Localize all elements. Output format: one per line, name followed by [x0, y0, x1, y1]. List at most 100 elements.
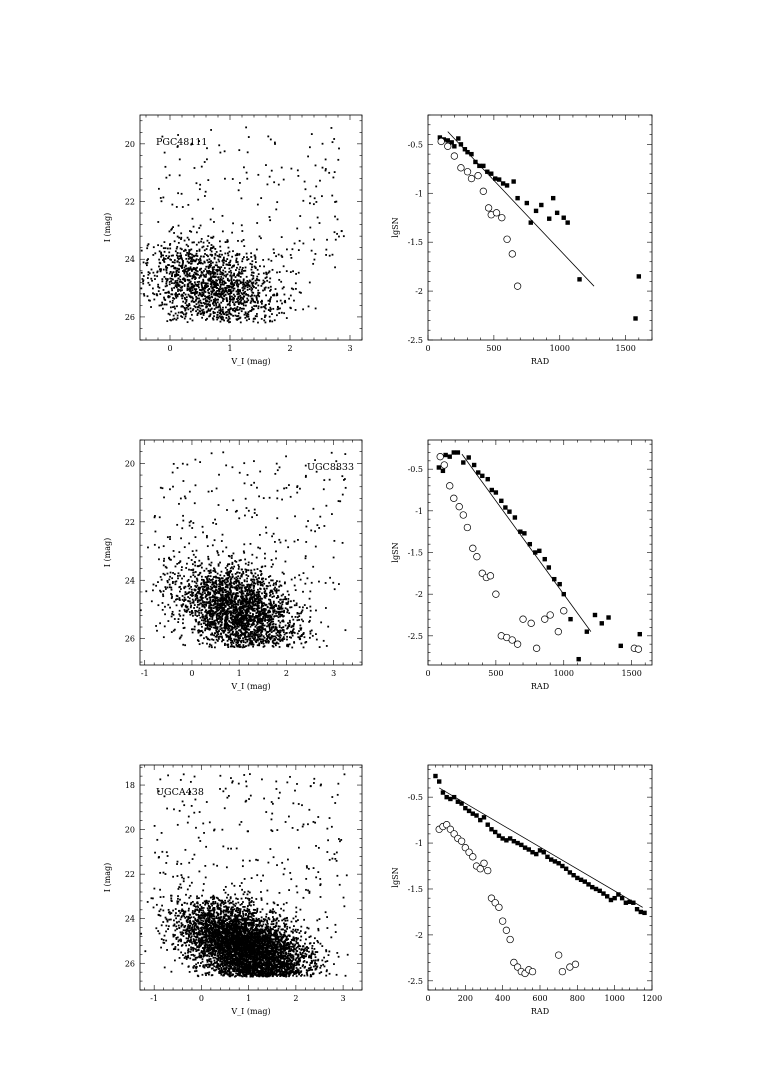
- data-point-square: [565, 220, 570, 225]
- star-point: [173, 297, 176, 300]
- star-point: [249, 601, 252, 604]
- star-point: [249, 642, 251, 644]
- star-point: [229, 292, 231, 295]
- star-point: [262, 604, 265, 607]
- star-point: [227, 635, 229, 637]
- star-point: [230, 298, 233, 301]
- star-point: [210, 290, 213, 293]
- star-point: [242, 298, 245, 300]
- star-point: [256, 222, 259, 224]
- star-point: [205, 581, 207, 584]
- star-point: [251, 602, 254, 605]
- star-point: [293, 299, 295, 302]
- star-point: [163, 625, 166, 628]
- star-point: [286, 590, 289, 593]
- star-point: [171, 293, 174, 296]
- star-point: [193, 288, 196, 291]
- star-point: [169, 538, 171, 541]
- star-point: [286, 645, 288, 647]
- star-point: [202, 601, 204, 604]
- star-point: [184, 264, 187, 267]
- star-point: [215, 269, 218, 271]
- star-point: [204, 610, 207, 613]
- star-point: [188, 584, 191, 587]
- star-point: [284, 624, 287, 627]
- x-axis-label: V_I (mag): [230, 357, 270, 366]
- star-point: [217, 604, 220, 607]
- star-point: [203, 617, 206, 620]
- star-point: [246, 611, 249, 614]
- plot-area: [140, 451, 347, 649]
- star-point: [191, 296, 194, 299]
- star-point: [265, 294, 268, 297]
- star-point: [237, 239, 239, 242]
- star-point: [219, 256, 222, 258]
- star-point: [225, 595, 228, 598]
- star-point: [212, 596, 215, 598]
- star-point: [231, 601, 234, 604]
- star-point: [193, 260, 196, 262]
- star-point: [162, 254, 165, 257]
- star-point: [253, 568, 256, 571]
- star-point: [171, 227, 173, 230]
- star-point: [236, 592, 239, 595]
- star-point: [176, 279, 179, 282]
- star-point: [249, 584, 252, 587]
- star-point: [335, 460, 338, 463]
- star-point: [163, 260, 165, 262]
- star-point: [212, 598, 215, 601]
- star-point: [282, 626, 285, 628]
- star-point: [233, 586, 236, 589]
- star-point: [218, 579, 220, 582]
- star-point: [243, 586, 246, 589]
- star-point: [244, 626, 246, 629]
- star-point: [213, 539, 216, 542]
- star-point: [225, 298, 228, 301]
- star-point: [331, 141, 334, 144]
- star-point: [190, 585, 193, 588]
- star-point: [277, 630, 280, 633]
- star-point: [259, 597, 262, 600]
- star-point: [199, 572, 201, 574]
- star-point: [245, 574, 248, 576]
- star-point: [210, 284, 213, 286]
- star-point: [251, 516, 254, 519]
- star-point: [199, 293, 202, 296]
- star-point: [209, 296, 211, 299]
- star-point: [201, 608, 204, 611]
- star-point: [128, 302, 130, 304]
- star-point: [232, 250, 234, 253]
- star-point: [250, 623, 253, 626]
- star-point: [168, 295, 171, 298]
- star-point: [210, 490, 213, 493]
- star-point: [236, 630, 238, 633]
- star-point: [186, 321, 189, 324]
- star-point: [244, 304, 247, 307]
- star-point: [268, 496, 271, 499]
- star-point: [243, 482, 246, 485]
- star-point: [170, 293, 173, 296]
- star-point: [173, 240, 176, 243]
- star-point: [204, 287, 207, 290]
- star-point: [196, 263, 199, 265]
- star-point: [201, 604, 204, 607]
- star-point: [242, 279, 245, 282]
- star-point: [180, 295, 183, 297]
- star-point: [241, 287, 244, 289]
- star-point: [222, 607, 225, 610]
- star-point: [253, 305, 256, 307]
- star-point: [246, 282, 249, 285]
- star-point: [228, 317, 231, 320]
- star-point: [224, 311, 227, 314]
- star-point: [218, 630, 220, 632]
- star-point: [234, 626, 236, 629]
- star-point: [251, 291, 254, 294]
- star-point: [191, 309, 194, 312]
- star-point: [279, 584, 282, 587]
- star-point: [171, 613, 174, 615]
- star-point: [269, 299, 271, 301]
- star-point: [166, 536, 169, 539]
- star-point: [268, 636, 271, 639]
- star-point: [225, 601, 228, 604]
- star-point: [273, 609, 276, 611]
